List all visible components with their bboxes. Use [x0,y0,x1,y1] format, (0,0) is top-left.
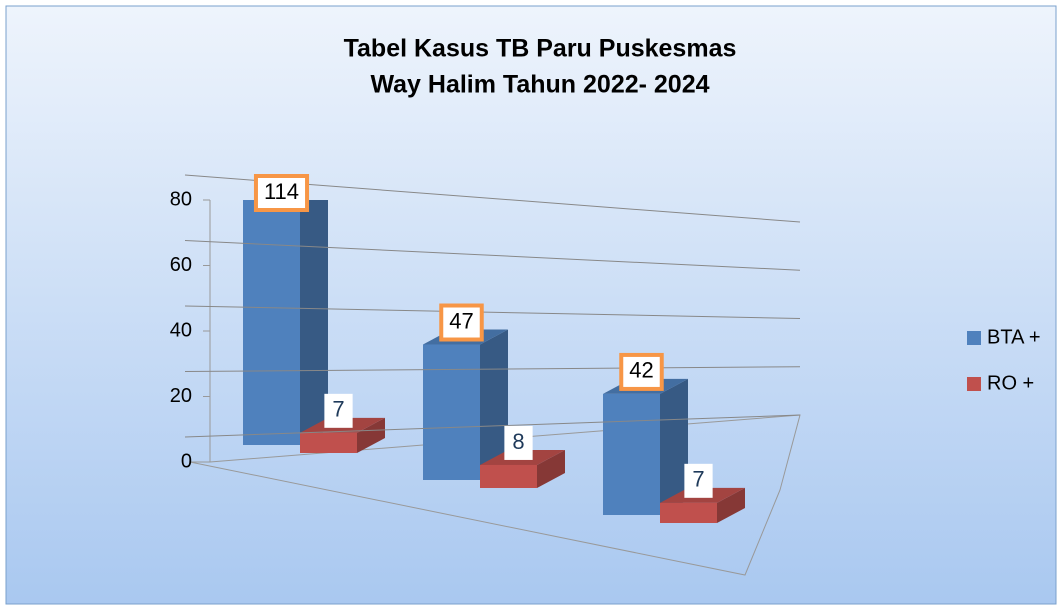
data-label-box [684,463,713,498]
data-label: 42 [629,358,653,383]
data-label-box [324,393,353,428]
data-label: 114 [264,179,299,204]
y-tick-label: 0 [181,450,192,472]
chart-title: Tabel Kasus TB Paru Puskesmas [344,35,737,63]
bar-side [357,417,385,453]
bar-side [300,200,328,445]
data-label-box [439,303,484,342]
bar-front [423,344,480,480]
data-label: 47 [449,308,473,333]
bar-front [300,432,357,453]
grid-line [184,366,801,372]
bar-side [480,329,508,480]
chart-subtitle: Way Halim Tahun 2022- 2024 [370,71,709,99]
bar-side [717,487,745,523]
y-tick-label: 20 [170,385,192,407]
grid-line [184,414,801,438]
y-tick-label: 40 [170,319,192,341]
bar [603,378,688,515]
data-label-box [504,425,533,460]
bar-front [660,502,717,523]
y-tick-label: 80 [170,188,192,210]
chart-background [5,5,1057,605]
grid-line [184,305,801,319]
legend-swatch [967,331,981,345]
data-label: 8 [512,429,524,454]
data-label: 7 [332,397,344,422]
grid-line [184,240,801,271]
bar-side [660,378,688,515]
data-label-box [619,352,664,391]
bar-front [243,200,300,445]
legend-swatch [967,377,981,391]
y-tick-label: 60 [170,254,192,276]
bar-side [537,449,565,488]
floor [189,414,801,576]
legend-label: RO + [987,372,1034,394]
data-label-box [253,174,310,212]
bar-front [603,393,660,515]
legend-label: BTA + [987,326,1041,348]
data-label: 7 [692,467,704,492]
bar-front [480,464,537,488]
bar [243,200,328,445]
